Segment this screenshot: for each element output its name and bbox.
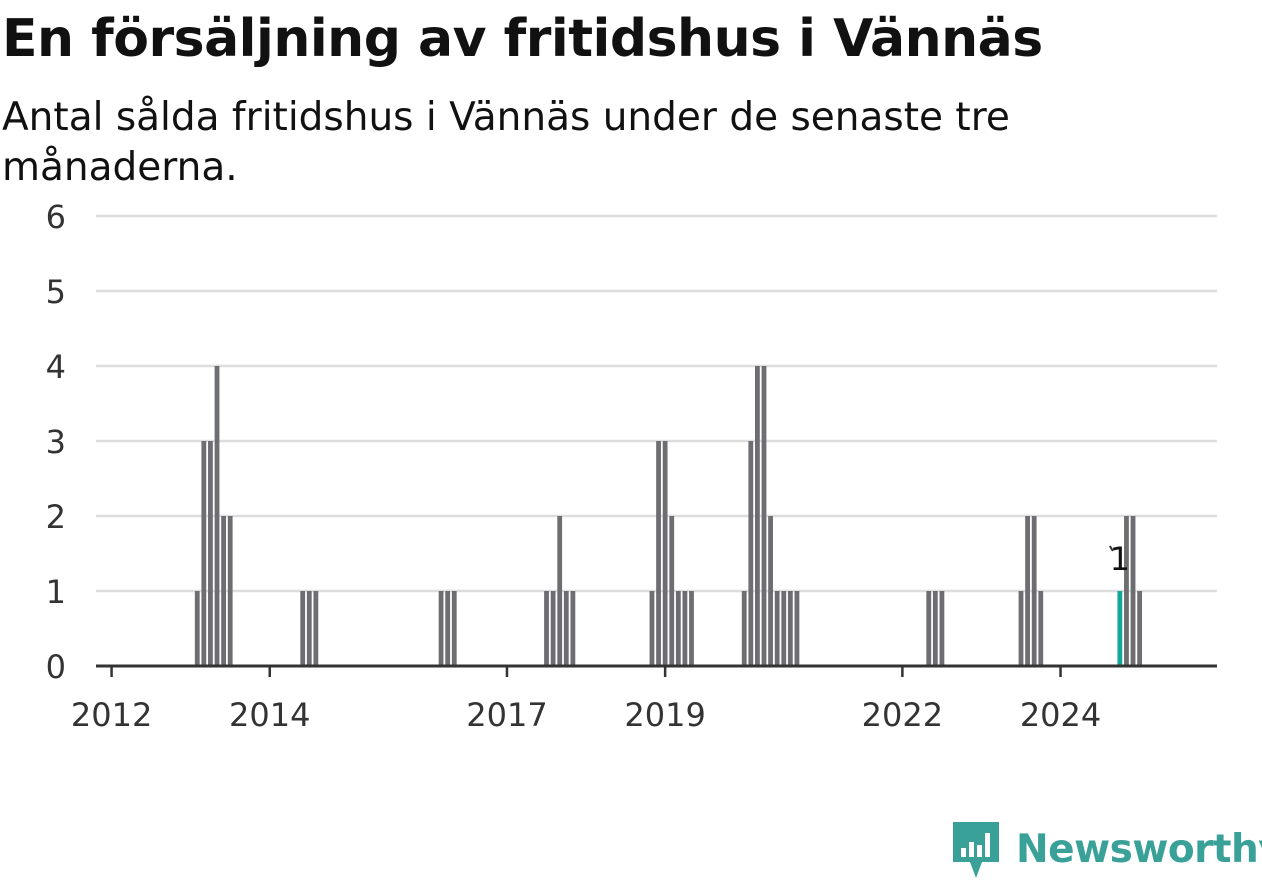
x-tick-label: 2014 xyxy=(229,696,310,734)
bar xyxy=(781,591,787,666)
bar xyxy=(194,591,200,666)
y-axis-tick-labels: 0 1 2 3 4 5 6 xyxy=(46,198,66,686)
bar xyxy=(669,516,675,666)
chart-title: En försäljning av fritidshus i Vännäs xyxy=(2,9,1043,69)
bar xyxy=(1124,516,1129,666)
bar xyxy=(768,516,773,666)
bar xyxy=(656,441,661,666)
bar xyxy=(214,366,220,666)
bar xyxy=(201,441,207,666)
bar xyxy=(300,591,306,666)
bar xyxy=(1018,591,1024,666)
bar xyxy=(1025,516,1030,666)
bar xyxy=(926,591,932,666)
bar xyxy=(741,591,747,666)
chart-subtitle: Antal sålda fritidshus i Vännäs under de… xyxy=(2,95,1010,190)
bar-chart: 0 1 2 3 4 5 6 2012 2014 2017 2019 2022 2024 1 xyxy=(46,198,1217,734)
bar xyxy=(557,516,563,666)
annotation-pointer xyxy=(1108,545,1114,552)
newsworthy-logo-icon xyxy=(953,822,999,878)
bar xyxy=(761,366,767,666)
y-tick-label: 2 xyxy=(46,498,66,536)
x-tick-label: 2012 xyxy=(71,696,152,734)
brand-name: Newsworthy xyxy=(1016,826,1262,872)
bar xyxy=(563,591,569,666)
bar xyxy=(313,591,319,666)
bar xyxy=(451,591,457,666)
bar xyxy=(794,591,800,666)
bar xyxy=(774,591,780,666)
y-tick-label: 0 xyxy=(46,648,66,686)
annotation-label: 1 xyxy=(1110,540,1130,578)
y-tick-label: 3 xyxy=(46,423,66,461)
bar xyxy=(306,591,312,666)
bar xyxy=(438,591,444,666)
bar xyxy=(1031,516,1037,666)
bar xyxy=(544,591,549,666)
bar xyxy=(932,591,938,666)
y-tick-label: 5 xyxy=(46,273,66,311)
newsworthy-logo: Newsworthy xyxy=(950,818,1262,880)
bar xyxy=(649,591,655,666)
y-tick-label: 6 xyxy=(46,198,66,236)
annotations: 1 xyxy=(1108,540,1130,578)
bar xyxy=(1137,591,1143,666)
bar xyxy=(662,441,668,666)
bar xyxy=(939,591,945,666)
bar xyxy=(1130,516,1136,666)
y-tick-label: 4 xyxy=(46,348,66,386)
bar xyxy=(1038,591,1044,666)
x-axis-tick-labels: 2012 2014 2017 2019 2022 2024 xyxy=(71,666,1101,734)
bar xyxy=(445,591,451,666)
bar xyxy=(682,591,688,666)
bar xyxy=(221,516,227,666)
bar xyxy=(755,366,760,666)
x-tick-label: 2022 xyxy=(862,696,943,734)
bars xyxy=(194,366,1143,666)
y-tick-label: 1 xyxy=(46,573,66,611)
bar xyxy=(675,591,681,666)
highlight-bar xyxy=(1117,591,1123,666)
x-tick-label: 2017 xyxy=(466,696,547,734)
x-tick-label: 2019 xyxy=(624,696,705,734)
bar xyxy=(689,591,694,666)
bar xyxy=(208,441,213,666)
bar xyxy=(787,591,793,666)
bar xyxy=(570,591,576,666)
bar xyxy=(227,516,233,666)
bar xyxy=(748,441,754,666)
bar xyxy=(550,591,556,666)
x-tick-label: 2024 xyxy=(1020,696,1101,734)
